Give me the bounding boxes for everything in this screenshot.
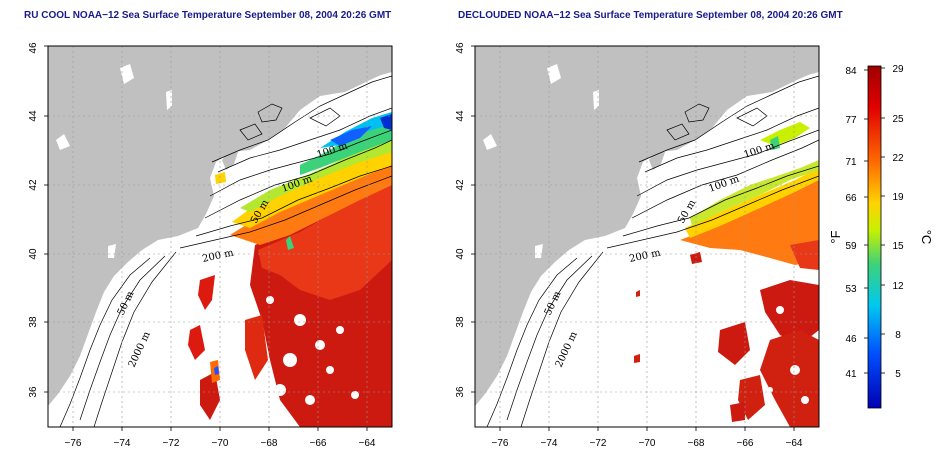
right-lon-tick-76: −76 [492,438,509,449]
left-lat-labels: 36 38 40 42 44 46 [28,42,39,398]
left-lon-tick-74: −74 [114,438,131,449]
colorbar-fahrenheit-labels: 84 77 71 66 59 53 46 41 [845,66,857,380]
right-lon-tick-66: −66 [737,438,754,449]
right-tick-marks [471,45,795,431]
cb-f-tick-84: 84 [845,66,857,77]
left-lat-tick-42: 42 [28,179,39,191]
right-lat-tick-42: 42 [455,179,466,191]
colorbar-fahrenheit-unit: °F [828,230,843,243]
right-cloud-flecks [767,306,809,404]
colorbar-ticks [864,67,885,374]
right-lat-labels: 36 38 40 42 44 46 [455,42,466,398]
cb-c-tick-29: 29 [892,64,904,75]
left-lon-tick-64: −64 [359,438,376,449]
right-graticule [475,46,819,427]
right-lat-tick-36: 36 [455,386,466,398]
left-lon-tick-70: −70 [212,438,229,449]
left-graticule [48,46,392,427]
cb-f-tick-53: 53 [845,284,857,295]
left-map-panel: 100 m 100 m 50 m 200 m 50 m 2000 m −76 −… [28,42,393,449]
right-bathymetry [486,75,819,427]
left-lat-tick-44: 44 [28,110,39,122]
right-lat-tick-38: 38 [455,316,466,328]
left-cloud-flecks [266,296,359,405]
right-lakes [483,64,599,258]
left-lat-tick-36: 36 [28,386,39,398]
cb-f-tick-46: 46 [845,334,857,345]
cb-c-tick-12: 12 [892,281,904,292]
left-lat-tick-40: 40 [28,248,39,260]
right-lon-tick-72: −72 [590,438,607,449]
cb-f-tick-66: 66 [845,193,857,204]
right-lon-labels: −76 −74 −72 −70 −68 −66 −64 [492,438,803,449]
right-land [475,46,819,406]
right-nova-scotia [727,58,819,96]
colorbar-celsius-labels: 29 25 22 19 15 12 8 5 [892,64,904,380]
right-lon-tick-74: −74 [541,438,558,449]
cb-c-tick-5: 5 [895,369,901,380]
cb-c-tick-22: 22 [892,153,904,164]
cb-c-tick-8: 8 [895,330,901,341]
colorbar-celsius-unit: °C [919,230,934,245]
right-lon-tick-70: −70 [639,438,656,449]
right-map-panel: 100 m 100 m 50 m 200 m 50 m 2000 m −76 −… [455,42,820,449]
left-lon-tick-76: −76 [65,438,82,449]
left-tick-marks [44,45,368,431]
right-lat-tick-44: 44 [455,110,466,122]
right-sst-field [634,122,819,427]
left-lat-tick-46: 46 [28,42,39,54]
cb-c-tick-15: 15 [892,241,904,252]
cb-f-tick-77: 77 [845,115,857,126]
right-lon-tick-68: −68 [688,438,705,449]
right-panel-title: DECLOUDED NOAA−12 Sea Surface Temperatur… [458,10,843,21]
colorbar-ramp [867,65,882,409]
left-sst-field [188,112,392,427]
left-panel-title: RU COOL NOAA−12 Sea Surface Temperature … [24,10,392,21]
cb-f-tick-71: 71 [845,157,857,168]
left-lon-tick-68: −68 [261,438,278,449]
cb-f-tick-59: 59 [845,241,857,252]
left-nova-scotia [300,58,392,96]
cb-c-tick-25: 25 [892,114,904,125]
right-cape-cod [649,150,665,170]
colorbar: 84 77 71 66 59 53 46 41 29 25 22 19 15 1… [828,64,934,409]
left-lat-tick-38: 38 [28,316,39,328]
cb-c-tick-19: 19 [892,192,904,203]
right-lat-tick-46: 46 [455,42,466,54]
right-lat-tick-40: 40 [455,248,466,260]
right-lon-tick-64: −64 [786,438,803,449]
left-cape-cod [222,150,238,170]
left-land [48,46,392,406]
left-lakes [56,64,172,258]
cb-f-tick-41: 41 [845,369,857,380]
left-lon-labels: −76 −74 −72 −70 −68 −66 −64 [65,438,376,449]
left-lon-tick-66: −66 [310,438,327,449]
left-lon-tick-72: −72 [163,438,180,449]
